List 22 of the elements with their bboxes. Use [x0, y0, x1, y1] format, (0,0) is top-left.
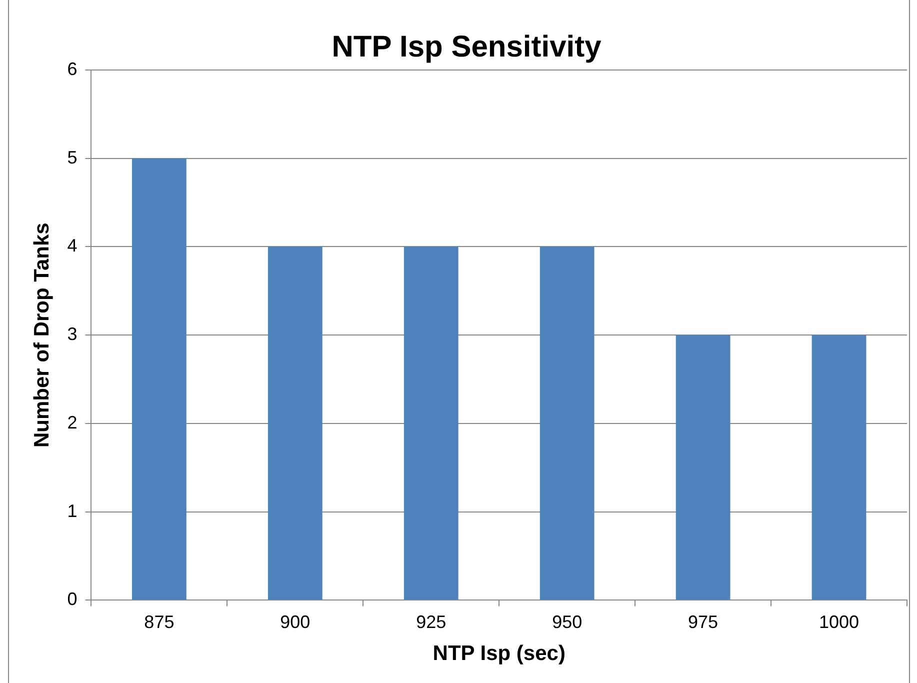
x-tick-label: 900 [280, 612, 310, 632]
y-tick-label: 6 [67, 58, 78, 79]
x-tick-label: 925 [416, 612, 446, 632]
y-tick-label: 3 [67, 324, 78, 344]
bar [132, 158, 186, 600]
bar [268, 246, 322, 600]
y-axis-title: Number of Drop Tanks [30, 222, 54, 448]
bar [540, 246, 594, 600]
bar [812, 335, 866, 600]
y-tick-label: 5 [67, 147, 78, 168]
x-tick-label: 950 [552, 612, 582, 632]
y-tick-label: 4 [67, 236, 78, 256]
bar [404, 246, 458, 600]
x-tick-label: 875 [144, 612, 174, 632]
bar [676, 335, 730, 600]
x-axis-title: NTP Isp (sec) [432, 642, 566, 666]
y-tick-label: 2 [67, 412, 78, 432]
y-tick-label: 1 [67, 500, 78, 521]
chart-title: NTP Isp Sensitivity [332, 30, 602, 64]
x-tick-label: 1000 [818, 612, 860, 632]
y-tick-label: 0 [67, 589, 78, 610]
x-tick-label: 975 [688, 612, 718, 632]
